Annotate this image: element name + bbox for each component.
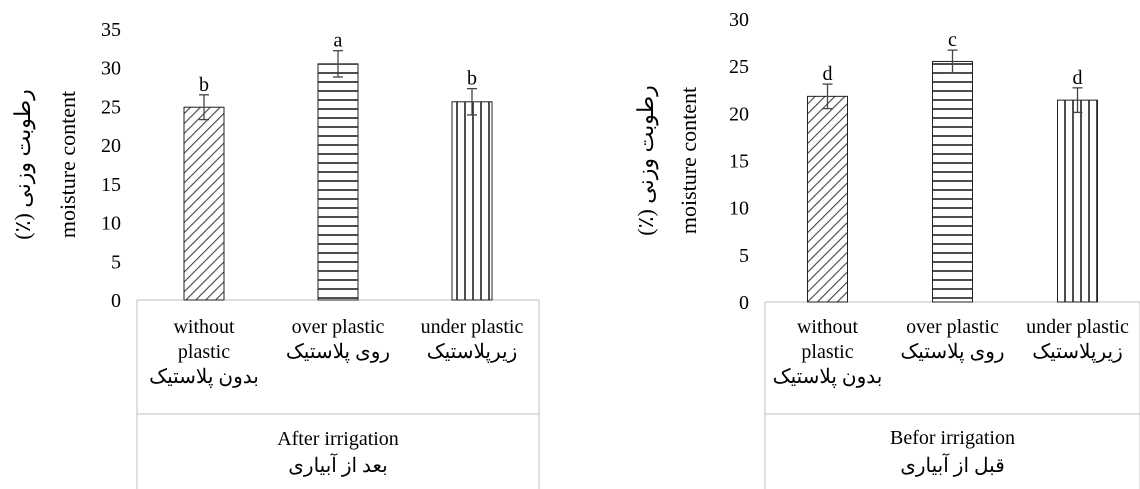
significance-letter: d — [1073, 67, 1083, 89]
y-tick-label: 35 — [101, 19, 121, 41]
group-label: قبل از آبیاری — [900, 453, 1005, 477]
y-tick-label: 10 — [729, 198, 749, 220]
x-tick-label: زیرپلاستیک — [1032, 341, 1123, 363]
y-tick-label: 10 — [101, 213, 121, 235]
group-label: Befor irrigation — [890, 427, 1015, 449]
y-tick-label: 15 — [101, 174, 121, 196]
significance-letter: d — [823, 63, 833, 85]
y-tick-label: 0 — [111, 290, 121, 312]
y-tick-label: 20 — [101, 135, 121, 157]
bar — [317, 63, 359, 301]
y-tick-label: 30 — [101, 58, 121, 80]
x-tick-label: بدون پلاستیک — [149, 366, 259, 388]
y-tick-label: 25 — [729, 56, 749, 78]
x-tick-label: without — [173, 316, 235, 338]
y-axis-label: رطوبت وزنی (٪) — [10, 89, 36, 239]
significance-letter: b — [467, 68, 477, 90]
x-tick-label: روی پلاستیک — [286, 341, 390, 363]
significance-letter: b — [199, 74, 209, 96]
y-tick-label: 0 — [739, 292, 749, 314]
significance-letter: a — [334, 30, 343, 52]
y-axis-label: moisture content — [676, 87, 701, 234]
x-tick-label: over plastic — [292, 316, 385, 338]
bar — [932, 60, 973, 303]
bar — [183, 106, 225, 301]
x-tick-label: under plastic — [421, 316, 524, 338]
y-tick-label: 5 — [739, 245, 749, 267]
bar — [807, 95, 848, 303]
x-tick-label: plastic — [801, 341, 853, 363]
y-tick-label: 25 — [101, 96, 121, 118]
x-tick-label: روی پلاستیک — [900, 341, 1004, 363]
x-tick-label: بدون پلاستیک — [773, 366, 883, 388]
group-label: بعد از آبیاری — [288, 453, 388, 477]
x-tick-label: زیرپلاستیک — [427, 341, 518, 363]
y-axis-label: رطوبت وزنی (٪) — [633, 85, 659, 235]
y-tick-label: 30 — [729, 9, 749, 31]
y-tick-label: 5 — [111, 251, 121, 273]
x-tick-label: under plastic — [1026, 316, 1129, 338]
x-tick-label: plastic — [178, 341, 230, 363]
group-label: After irrigation — [277, 428, 399, 450]
y-axis-label: moisture content — [55, 91, 80, 238]
y-tick-label: 20 — [729, 103, 749, 125]
bar — [451, 101, 493, 301]
y-tick-label: 15 — [729, 151, 749, 173]
significance-letter: c — [948, 29, 957, 51]
bar — [1057, 99, 1098, 303]
x-tick-label: without — [797, 316, 859, 338]
x-tick-label: over plastic — [906, 316, 999, 338]
